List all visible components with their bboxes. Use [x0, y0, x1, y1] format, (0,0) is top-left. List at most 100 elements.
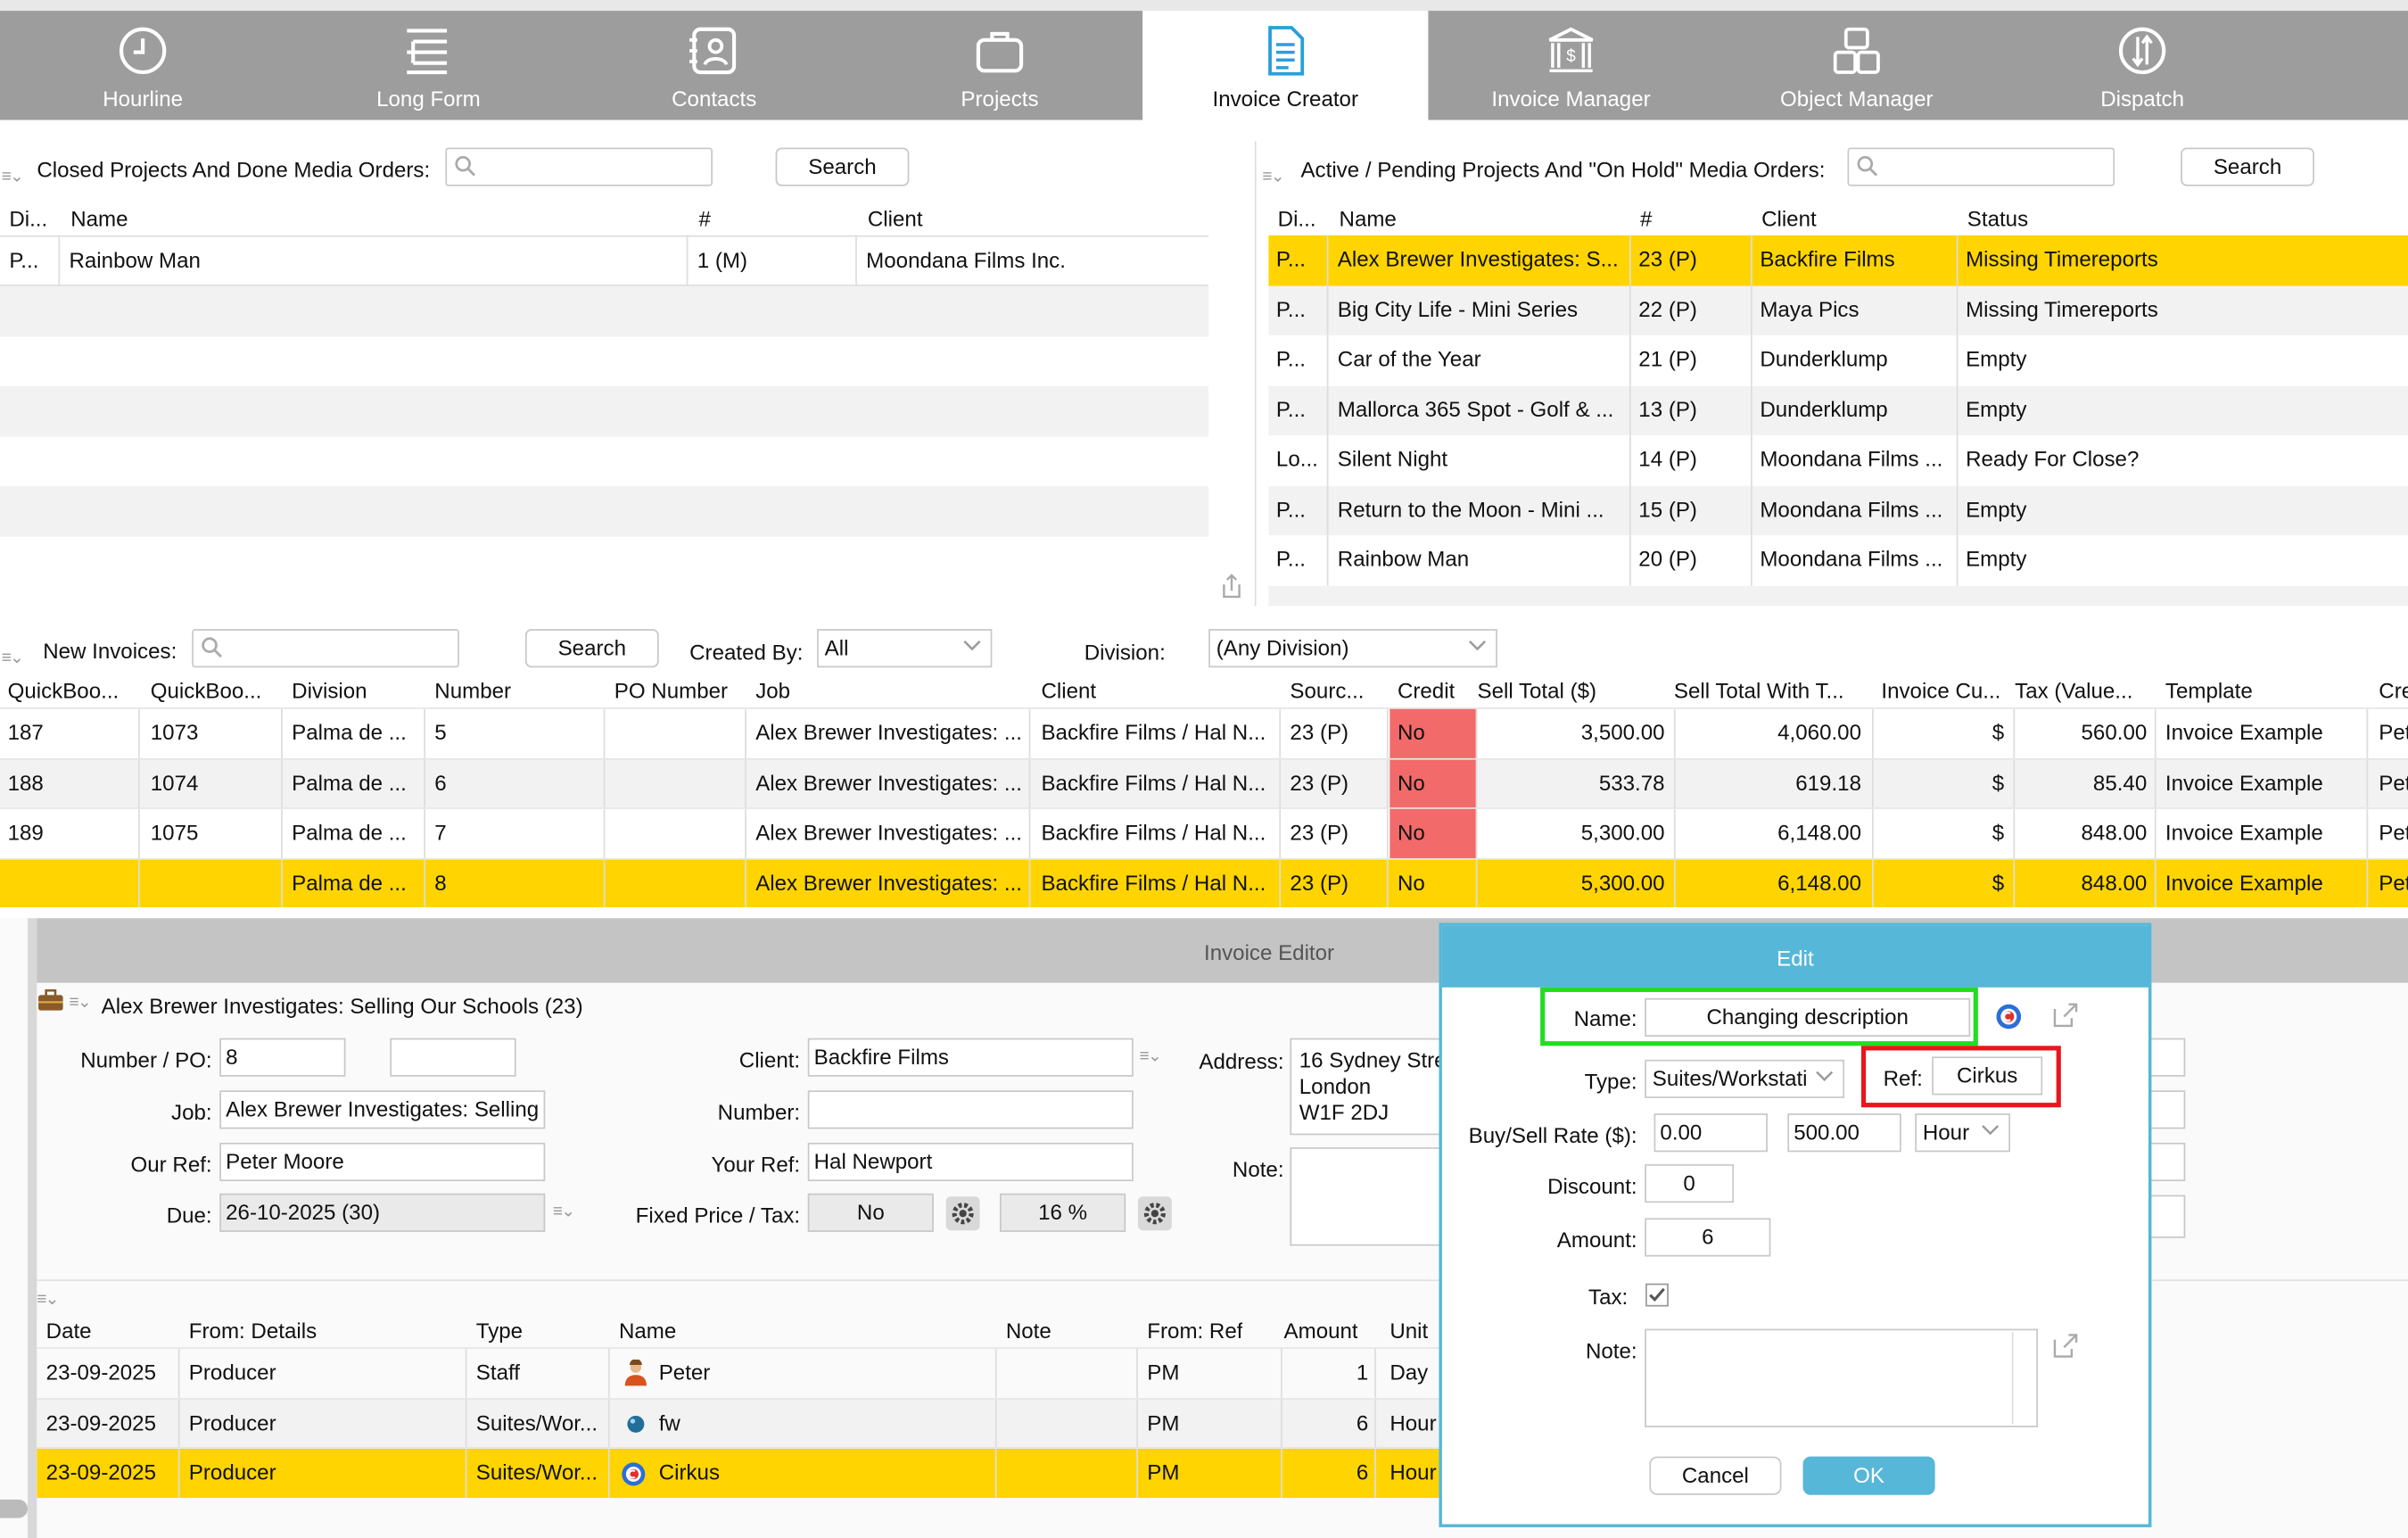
client-number-field[interactable] [807, 1090, 1134, 1129]
column-header[interactable]: Sell Total ($) [1477, 678, 1597, 703]
closed-search-input[interactable] [445, 147, 713, 186]
column-header[interactable]: From: Ref [1147, 1318, 1243, 1344]
column-header[interactable]: PO Number [614, 678, 729, 703]
tax-checkbox[interactable] [1645, 1283, 1670, 1308]
discount-field[interactable]: 0 [1645, 1164, 1735, 1203]
client-field[interactable]: Backfire Films [807, 1038, 1134, 1077]
tab-long-form[interactable]: Long Form [285, 11, 571, 120]
column-header[interactable]: Division [292, 678, 367, 703]
invoices-search-input[interactable] [192, 629, 459, 668]
column-header[interactable]: Sourc... [1290, 678, 1365, 703]
column-header[interactable]: # [1640, 206, 1653, 231]
table-row[interactable]: 187 1073 Palma de ... 5 Alex Brewer Investig… [0, 707, 2408, 759]
created-by-select[interactable]: All [817, 629, 993, 668]
dialog-note-field[interactable] [1645, 1328, 2039, 1427]
panel-menu-icon[interactable]: ≡⌄ [1262, 167, 1284, 186]
hidden-field-edge[interactable] [2147, 1090, 2186, 1129]
hidden-field-edge[interactable] [2147, 1038, 2186, 1077]
project-menu-icon[interactable]: ≡⌄ [69, 993, 91, 1013]
buy-rate-field[interactable]: 0.00 [1653, 1113, 1768, 1153]
lines-menu-icon[interactable]: ≡⌄ [37, 1290, 59, 1310]
ref-field[interactable]: Cirkus [1932, 1056, 2043, 1096]
due-menu-icon[interactable]: ≡⌄ [552, 1203, 575, 1221]
column-header[interactable]: Type [475, 1318, 524, 1344]
tab-object-manager[interactable]: Object Manager [1714, 11, 2000, 120]
tab-dispatch[interactable]: Dispatch [2000, 11, 2285, 120]
column-header[interactable]: Note [1005, 1318, 1051, 1344]
column-header[interactable]: Status [1967, 206, 2029, 231]
column-header[interactable]: Name [1339, 206, 1397, 231]
column-header[interactable]: Sell Total With T... [1673, 678, 1844, 703]
column-header[interactable]: Credit [1397, 678, 1456, 703]
table-row[interactable]: 188 1074 Palma de ... 6 Alex Brewer Investig… [0, 757, 2408, 809]
number-field[interactable]: 8 [219, 1038, 346, 1077]
panel-menu-icon[interactable]: ≡⌄ [1, 649, 24, 668]
open-external-icon[interactable] [2052, 1332, 2080, 1360]
table-row[interactable]: P... Rainbow Man 1 (M) Moondana Films In… [0, 235, 1209, 285]
tab-projects[interactable]: Projects [857, 11, 1142, 120]
our-ref-field[interactable]: Peter Moore [219, 1142, 546, 1182]
hidden-field-edge[interactable] [2147, 1142, 2186, 1182]
column-header[interactable]: Tax (Value... [2015, 678, 2133, 703]
table-row[interactable]: P... Big City Life - Mini Series 22 (P) May… [1268, 285, 2408, 335]
amount-field[interactable]: 6 [1645, 1218, 1771, 1257]
type-select[interactable]: Suites/Workstati [1645, 1059, 1845, 1098]
column-header[interactable]: QuickBoo... [150, 678, 262, 703]
column-header[interactable]: Number [434, 678, 512, 703]
note-field[interactable] [1290, 1147, 1444, 1246]
column-header[interactable]: Client [867, 206, 923, 231]
division-select[interactable]: (Any Division) [1208, 629, 1497, 668]
open-external-icon[interactable] [2052, 1001, 2080, 1029]
column-header[interactable]: From: Details [188, 1318, 317, 1344]
column-header[interactable]: Unit [1390, 1318, 1429, 1344]
table-row[interactable]: P... Rainbow Man 20 (P) Moondana Films ... E… [1268, 534, 2408, 585]
due-date-field[interactable]: 26-10-2025 (30) [219, 1193, 546, 1232]
panel-splitter[interactable] [1254, 141, 1257, 607]
column-header[interactable]: Di... [1277, 206, 1316, 231]
column-header[interactable]: Template [2165, 678, 2253, 703]
sell-rate-field[interactable]: 500.00 [1787, 1113, 1901, 1153]
table-row[interactable]: P... Return to the Moon - Mini ... 15 (P) M… [1268, 484, 2408, 535]
tab-invoice-creator[interactable]: Invoice Creator [1142, 11, 1429, 120]
name-field[interactable]: Changing description [1645, 997, 1971, 1037]
table-row[interactable]: 189 1075 Palma de ... 7 Alex Brewer Investig… [0, 807, 2408, 859]
active-search-input[interactable] [1847, 147, 2115, 186]
ok-button[interactable]: OK [1802, 1456, 1935, 1495]
your-ref-field[interactable]: Hal Newport [807, 1142, 1134, 1182]
table-row[interactable]: 23-09-2025 Producer Suites/Wor... Cirkus PM 6… [37, 1447, 1441, 1498]
invoices-search-button[interactable]: Search [524, 629, 659, 668]
table-row[interactable]: 23-09-2025 Producer Staff Peter PM 1 Day [37, 1347, 1441, 1398]
table-row[interactable]: 23-09-2025 Producer Suites/Wor... fw PM 6 Hour [37, 1397, 1441, 1448]
hidden-field-edge[interactable] [2147, 1195, 2186, 1238]
column-header[interactable]: QuickBoo... [7, 678, 120, 703]
job-field[interactable]: Alex Brewer Investigates: Selling [219, 1090, 546, 1129]
closed-search-button[interactable]: Search [775, 147, 910, 186]
table-row[interactable]: P... Mallorca 365 Spot - Golf & ... 13 (P)… [1268, 384, 2408, 435]
panel-menu-icon[interactable]: ≡⌄ [1, 167, 24, 186]
fixed-price-settings-button[interactable] [945, 1196, 980, 1231]
column-header[interactable]: Client [1761, 206, 1817, 231]
column-header[interactable]: Cre [2379, 678, 2408, 703]
column-header[interactable]: Name [70, 206, 128, 231]
address-field[interactable]: 16 Sydney Stre London W1F 2DJ [1290, 1038, 1444, 1136]
column-header[interactable]: Name [618, 1318, 677, 1344]
column-header[interactable]: Job [755, 678, 791, 703]
table-row[interactable]: P... Car of the Year 21 (P) Dunderklump Empt… [1268, 335, 2408, 385]
column-header[interactable]: Di... [9, 206, 48, 231]
fixed-price-field[interactable]: No [807, 1193, 934, 1232]
tab-hourline[interactable]: Hourline [0, 11, 285, 120]
active-search-button[interactable]: Search [2181, 147, 2314, 186]
horizontal-scrollbar[interactable] [0, 1499, 28, 1518]
rate-unit-select[interactable]: Hour [1915, 1113, 2011, 1153]
table-row[interactable]: Lo... Silent Night 14 (P) Moondana Films ..… [1268, 434, 2408, 485]
cancel-button[interactable]: Cancel [1649, 1456, 1782, 1495]
column-header[interactable]: Invoice Cu... [1881, 678, 2001, 703]
table-row[interactable]: P... Alex Brewer Investigates: S... 23 (P)… [1268, 235, 2408, 285]
column-header[interactable]: Client [1041, 678, 1097, 703]
column-header[interactable]: Date [45, 1318, 92, 1344]
share-export-icon[interactable] [1219, 572, 1244, 599]
column-header[interactable]: # [698, 206, 711, 231]
tab-contacts[interactable]: Contacts [572, 11, 857, 120]
tab-invoice-manager[interactable]: $ Invoice Manager [1428, 11, 1713, 120]
tax-rate-field[interactable]: 16 % [999, 1193, 1126, 1232]
